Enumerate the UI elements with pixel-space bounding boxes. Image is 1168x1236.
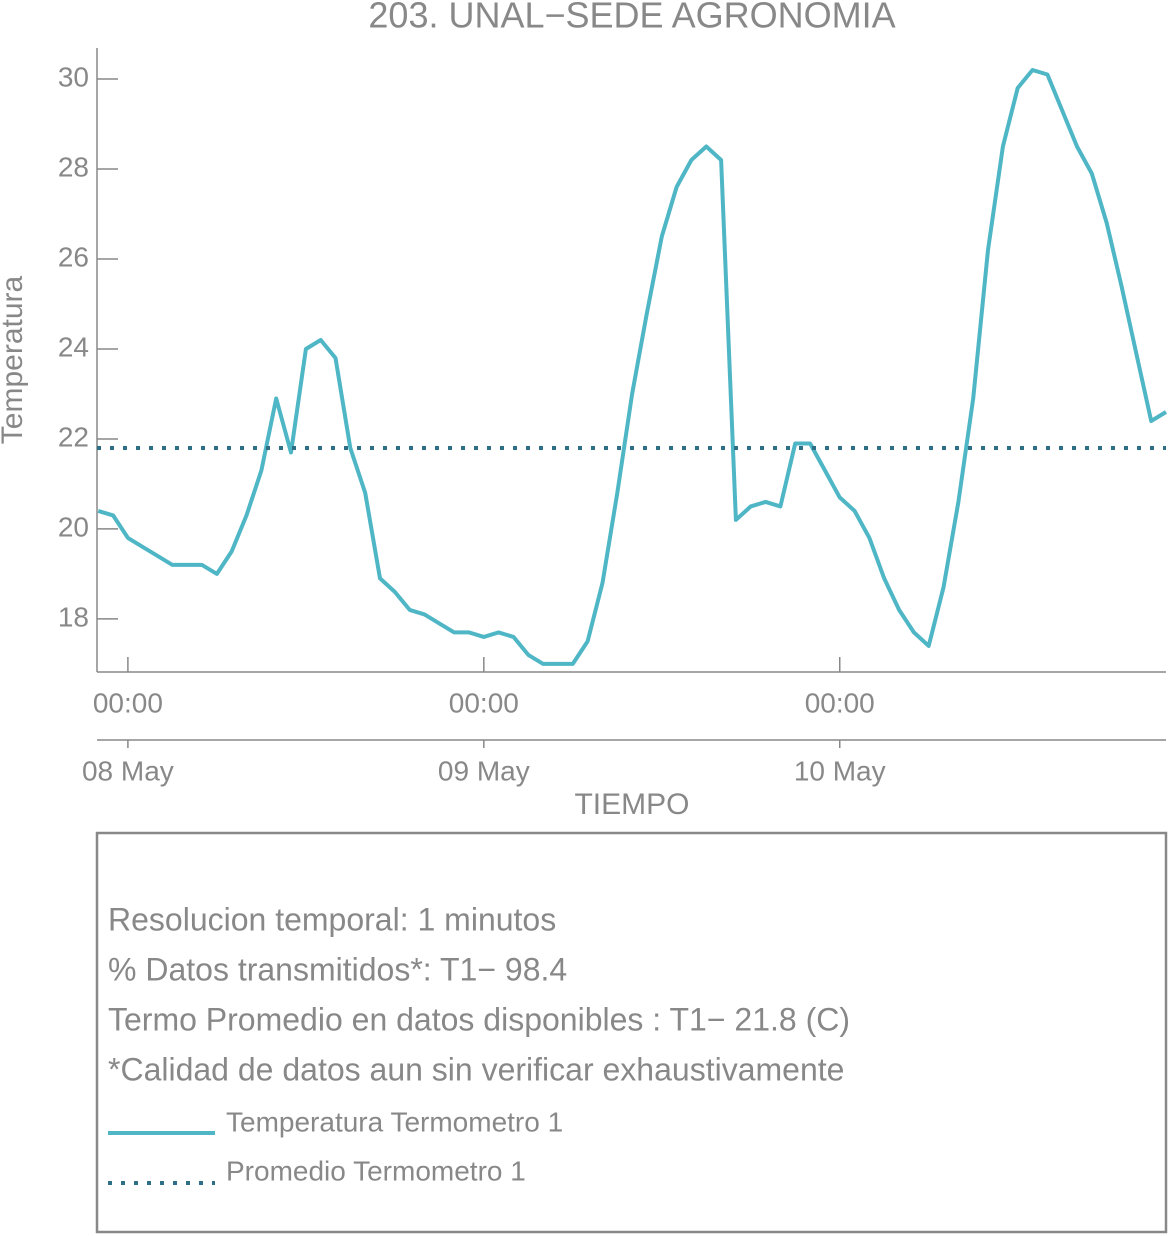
info-note: Resolucion temporal: 1 minutos: [108, 901, 556, 937]
legend-label: Promedio Termometro 1: [226, 1155, 526, 1186]
date-tick-label: 09 May: [438, 755, 530, 786]
x-axis-label: TIEMPO: [574, 788, 689, 821]
x-tick-label: 00:00: [93, 687, 163, 718]
info-box: [95, 831, 1168, 1234]
y-axis-label: Temperatura: [0, 275, 29, 444]
y-tick-label: 22: [58, 421, 89, 452]
info-note: Termo Promedio en datos disponibles : T1…: [108, 1001, 850, 1037]
y-tick-label: 20: [58, 511, 89, 542]
y-tick-label: 28: [58, 151, 89, 182]
y-tick-label: 24: [58, 331, 89, 362]
info-note: *Calidad de datos aun sin verificar exha…: [108, 1051, 844, 1087]
legend-label: Temperatura Termometro 1: [226, 1106, 563, 1137]
x-tick-label: 00:00: [805, 687, 875, 718]
info-note: % Datos transmitidos*: T1− 98.4: [108, 951, 567, 987]
date-tick-label: 08 May: [82, 755, 174, 786]
temperature-line: [97, 68, 1168, 666]
y-tick-label: 26: [58, 241, 89, 272]
chart-title: 203. UNAL−SEDE AGRONOMIA: [368, 0, 895, 36]
x-tick-label: 00:00: [449, 687, 519, 718]
y-tick-label: 30: [58, 61, 89, 92]
date-tick-label: 10 May: [794, 755, 886, 786]
y-tick-label: 18: [58, 601, 89, 632]
